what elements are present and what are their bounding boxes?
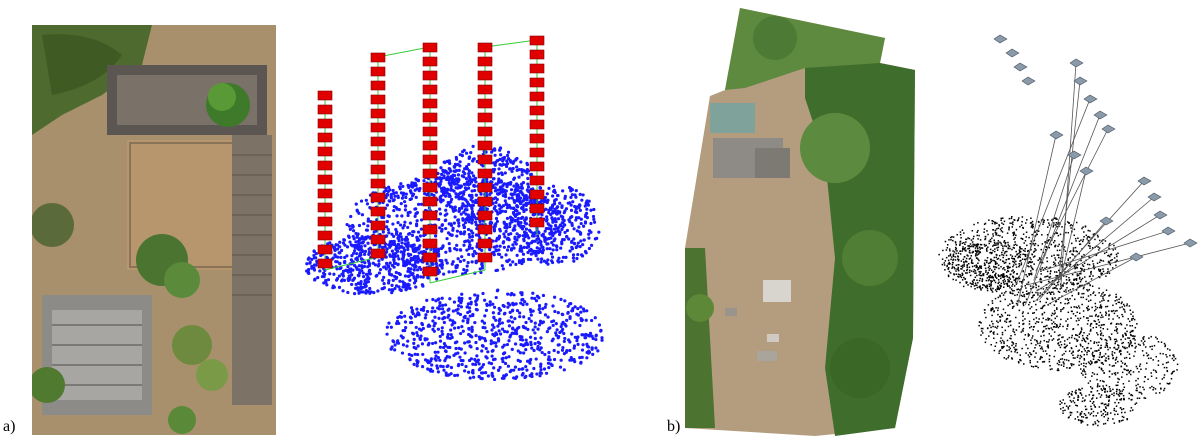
point-cloud-b-drawing bbox=[938, 34, 1198, 427]
aerial-mosaic-b bbox=[685, 8, 917, 436]
point-cloud-a bbox=[285, 25, 630, 415]
camera-markers-b bbox=[993, 34, 1198, 262]
panel-label-a: a) bbox=[3, 418, 16, 435]
panel-label-b: b) bbox=[667, 418, 681, 435]
point-cloud-a-drawing bbox=[305, 35, 604, 382]
camera-markers-a bbox=[317, 35, 545, 277]
aerial-photo-a-drawing bbox=[32, 25, 276, 435]
aerial-photo-a bbox=[32, 25, 276, 435]
camera-rays-b bbox=[1016, 62, 1191, 306]
point-cloud-b bbox=[928, 25, 1203, 430]
aerial-mosaic-b-drawing bbox=[685, 8, 915, 436]
point-cloud-b-points bbox=[938, 215, 1179, 427]
point-cloud-a-points bbox=[305, 144, 604, 382]
